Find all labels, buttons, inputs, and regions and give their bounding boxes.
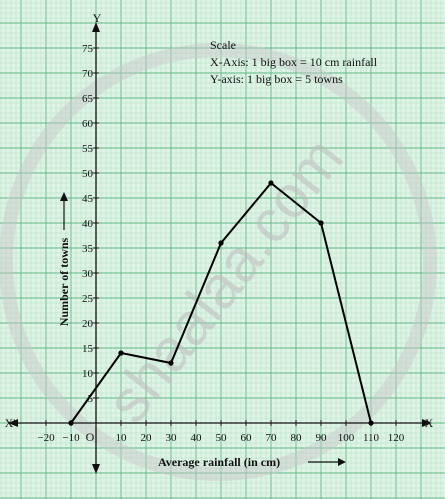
x-tick-label: 80 (291, 432, 303, 444)
scale-title: Scale (210, 38, 236, 52)
x-tick-label: −20 (37, 432, 55, 444)
data-point (168, 360, 174, 366)
x-tick-label: 50 (216, 432, 228, 444)
scale-y-line: Y-axis: 1 big box = 5 towns (210, 72, 343, 86)
x-axis-title: Average rainfall (in cm) (158, 455, 280, 469)
x-tick-label: 120 (388, 432, 405, 444)
y-tick-label: 30 (82, 268, 94, 280)
origin-label: O (86, 430, 95, 444)
y-tick-label: 60 (82, 118, 94, 130)
x-negative-axis-arrow (8, 419, 18, 427)
y-axis-title-arrow (60, 192, 68, 230)
x-tick-label: 60 (241, 432, 253, 444)
x-tick-label: 30 (166, 432, 178, 444)
y-tick-label: 45 (82, 193, 94, 205)
scale-note: Scale X-Axis: 1 big box = 10 cm rainfall… (210, 38, 378, 86)
y-tick-label: 40 (82, 218, 94, 230)
data-point (218, 240, 224, 246)
y-axis-title: Number of towns (57, 237, 71, 326)
x-tick-label: 10 (116, 432, 128, 444)
data-point (318, 220, 324, 226)
x-negative-axis-name: X' (5, 416, 16, 430)
y-tick-label: 50 (82, 168, 94, 180)
x-tick-label: 70 (266, 432, 278, 444)
y-negative-axis-arrow (92, 464, 100, 474)
tick-labels: −20 −10 10 20 30 40 50 60 70 80 90 100 110 120 5 10 15 20… (37, 43, 404, 444)
x-axis-arrow (422, 419, 432, 427)
data-point (68, 420, 74, 426)
y-tick-label: 20 (82, 318, 94, 330)
x-tick-label: −10 (62, 432, 80, 444)
x-tick-label: 110 (363, 432, 380, 444)
x-tick-label: 90 (316, 432, 328, 444)
x-axis-title-arrow (308, 458, 346, 466)
data-point (368, 420, 374, 426)
watermark-circle (0, 43, 437, 481)
y-tick-label: 5 (88, 393, 94, 405)
y-axis-arrow (92, 22, 100, 32)
data-point (118, 350, 124, 356)
y-tick-label: 65 (82, 93, 94, 105)
scale-x-line: X-Axis: 1 big box = 10 cm rainfall (210, 55, 378, 69)
y-tick-label: 15 (82, 343, 94, 355)
y-tick-label: 75 (82, 43, 94, 55)
data-point (268, 180, 274, 186)
x-axis-name: X (425, 416, 434, 430)
y-tick-label: 35 (82, 243, 94, 255)
y-tick-label: 55 (82, 143, 94, 155)
x-tick-label: 40 (191, 432, 203, 444)
y-tick-label: 25 (82, 293, 94, 305)
y-tick-label: 10 (82, 368, 94, 380)
x-tick-label: 100 (338, 432, 355, 444)
series-line (68, 180, 374, 426)
y-tick-label: 70 (82, 68, 94, 80)
y-axis-name: Y (93, 11, 102, 25)
x-tick-label: 20 (141, 432, 153, 444)
